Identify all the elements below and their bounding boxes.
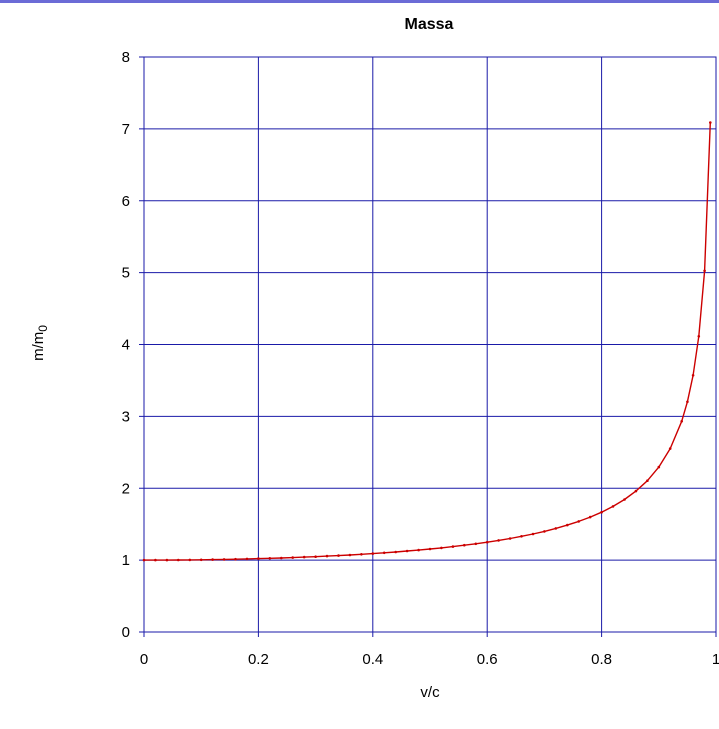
data-series (142, 121, 712, 562)
chart-title: Massa (405, 16, 454, 33)
x-axis-label: v/c (420, 684, 440, 701)
x-tick-label: 0.2 (248, 651, 269, 668)
data-point (686, 400, 689, 404)
data-point (154, 558, 157, 562)
data-point (623, 498, 626, 501)
data-point (577, 520, 580, 523)
data-point (697, 335, 701, 338)
data-point (611, 505, 615, 508)
data-point (142, 558, 146, 562)
y-tick-label: 3 (122, 408, 130, 425)
data-point (348, 553, 352, 557)
data-point (394, 550, 398, 554)
data-point (245, 557, 249, 561)
data-point (371, 552, 375, 555)
y-tick-label: 8 (122, 49, 130, 66)
y-tick-labels: 0 1 2 3 4 5 6 7 8 (122, 49, 130, 641)
data-point (600, 510, 603, 514)
data-point (222, 558, 226, 561)
x-tick-label: 1 (712, 651, 719, 668)
data-point (337, 554, 340, 557)
y-tick-label: 2 (122, 480, 130, 497)
data-point (199, 558, 203, 562)
data-point (188, 558, 192, 562)
data-point (668, 447, 672, 450)
data-point (234, 557, 237, 561)
y-tick-label: 0 (122, 624, 130, 641)
data-point (646, 479, 649, 483)
data-point (451, 545, 455, 548)
y-tick-label: 5 (122, 265, 130, 282)
data-point (520, 535, 523, 538)
data-point (474, 542, 478, 546)
data-point (531, 532, 535, 536)
data-point (703, 269, 706, 273)
data-point (325, 554, 329, 558)
data-point (566, 523, 569, 527)
data-point (314, 555, 317, 558)
data-point (257, 557, 260, 560)
data-point (211, 558, 214, 561)
y-tick-label: 1 (122, 552, 130, 569)
data-point (405, 549, 409, 553)
y-axis-label-subscript: 0 (36, 325, 50, 332)
x-tick-label: 0.8 (591, 651, 612, 668)
data-point (440, 546, 443, 550)
y-tick-label: 7 (122, 121, 130, 138)
top-border (0, 0, 719, 3)
data-point (463, 543, 466, 547)
data-point (302, 555, 306, 559)
data-point (709, 121, 712, 124)
data-point (657, 465, 661, 469)
data-point (268, 557, 272, 560)
grid-lines (139, 56, 717, 637)
data-point (543, 530, 546, 533)
data-point (177, 558, 180, 562)
data-point (360, 553, 363, 556)
plot-frame (143, 56, 717, 633)
data-point (165, 558, 169, 562)
data-point (382, 551, 386, 555)
x-tick-label: 0 (140, 651, 148, 668)
data-point (691, 374, 695, 377)
y-axis-label: m/m0 (30, 325, 50, 361)
data-point (417, 548, 420, 552)
x-tick-label: 0.4 (362, 651, 383, 668)
x-tick-labels: 0 0.2 0.4 0.6 0.8 1 (140, 651, 719, 668)
data-point (280, 556, 283, 560)
data-point (497, 539, 500, 542)
series-line (144, 122, 711, 561)
data-point (680, 420, 683, 423)
data-point (554, 527, 558, 530)
y-axis-label-main: m/m (30, 332, 47, 361)
y-tick-label: 4 (122, 337, 130, 354)
data-point (508, 537, 512, 540)
data-point (588, 515, 592, 519)
data-point (428, 547, 432, 551)
data-point (291, 556, 295, 559)
x-tick-label: 0.6 (477, 651, 498, 668)
y-tick-label: 6 (122, 193, 130, 210)
data-point (485, 540, 489, 544)
data-point (634, 489, 638, 493)
